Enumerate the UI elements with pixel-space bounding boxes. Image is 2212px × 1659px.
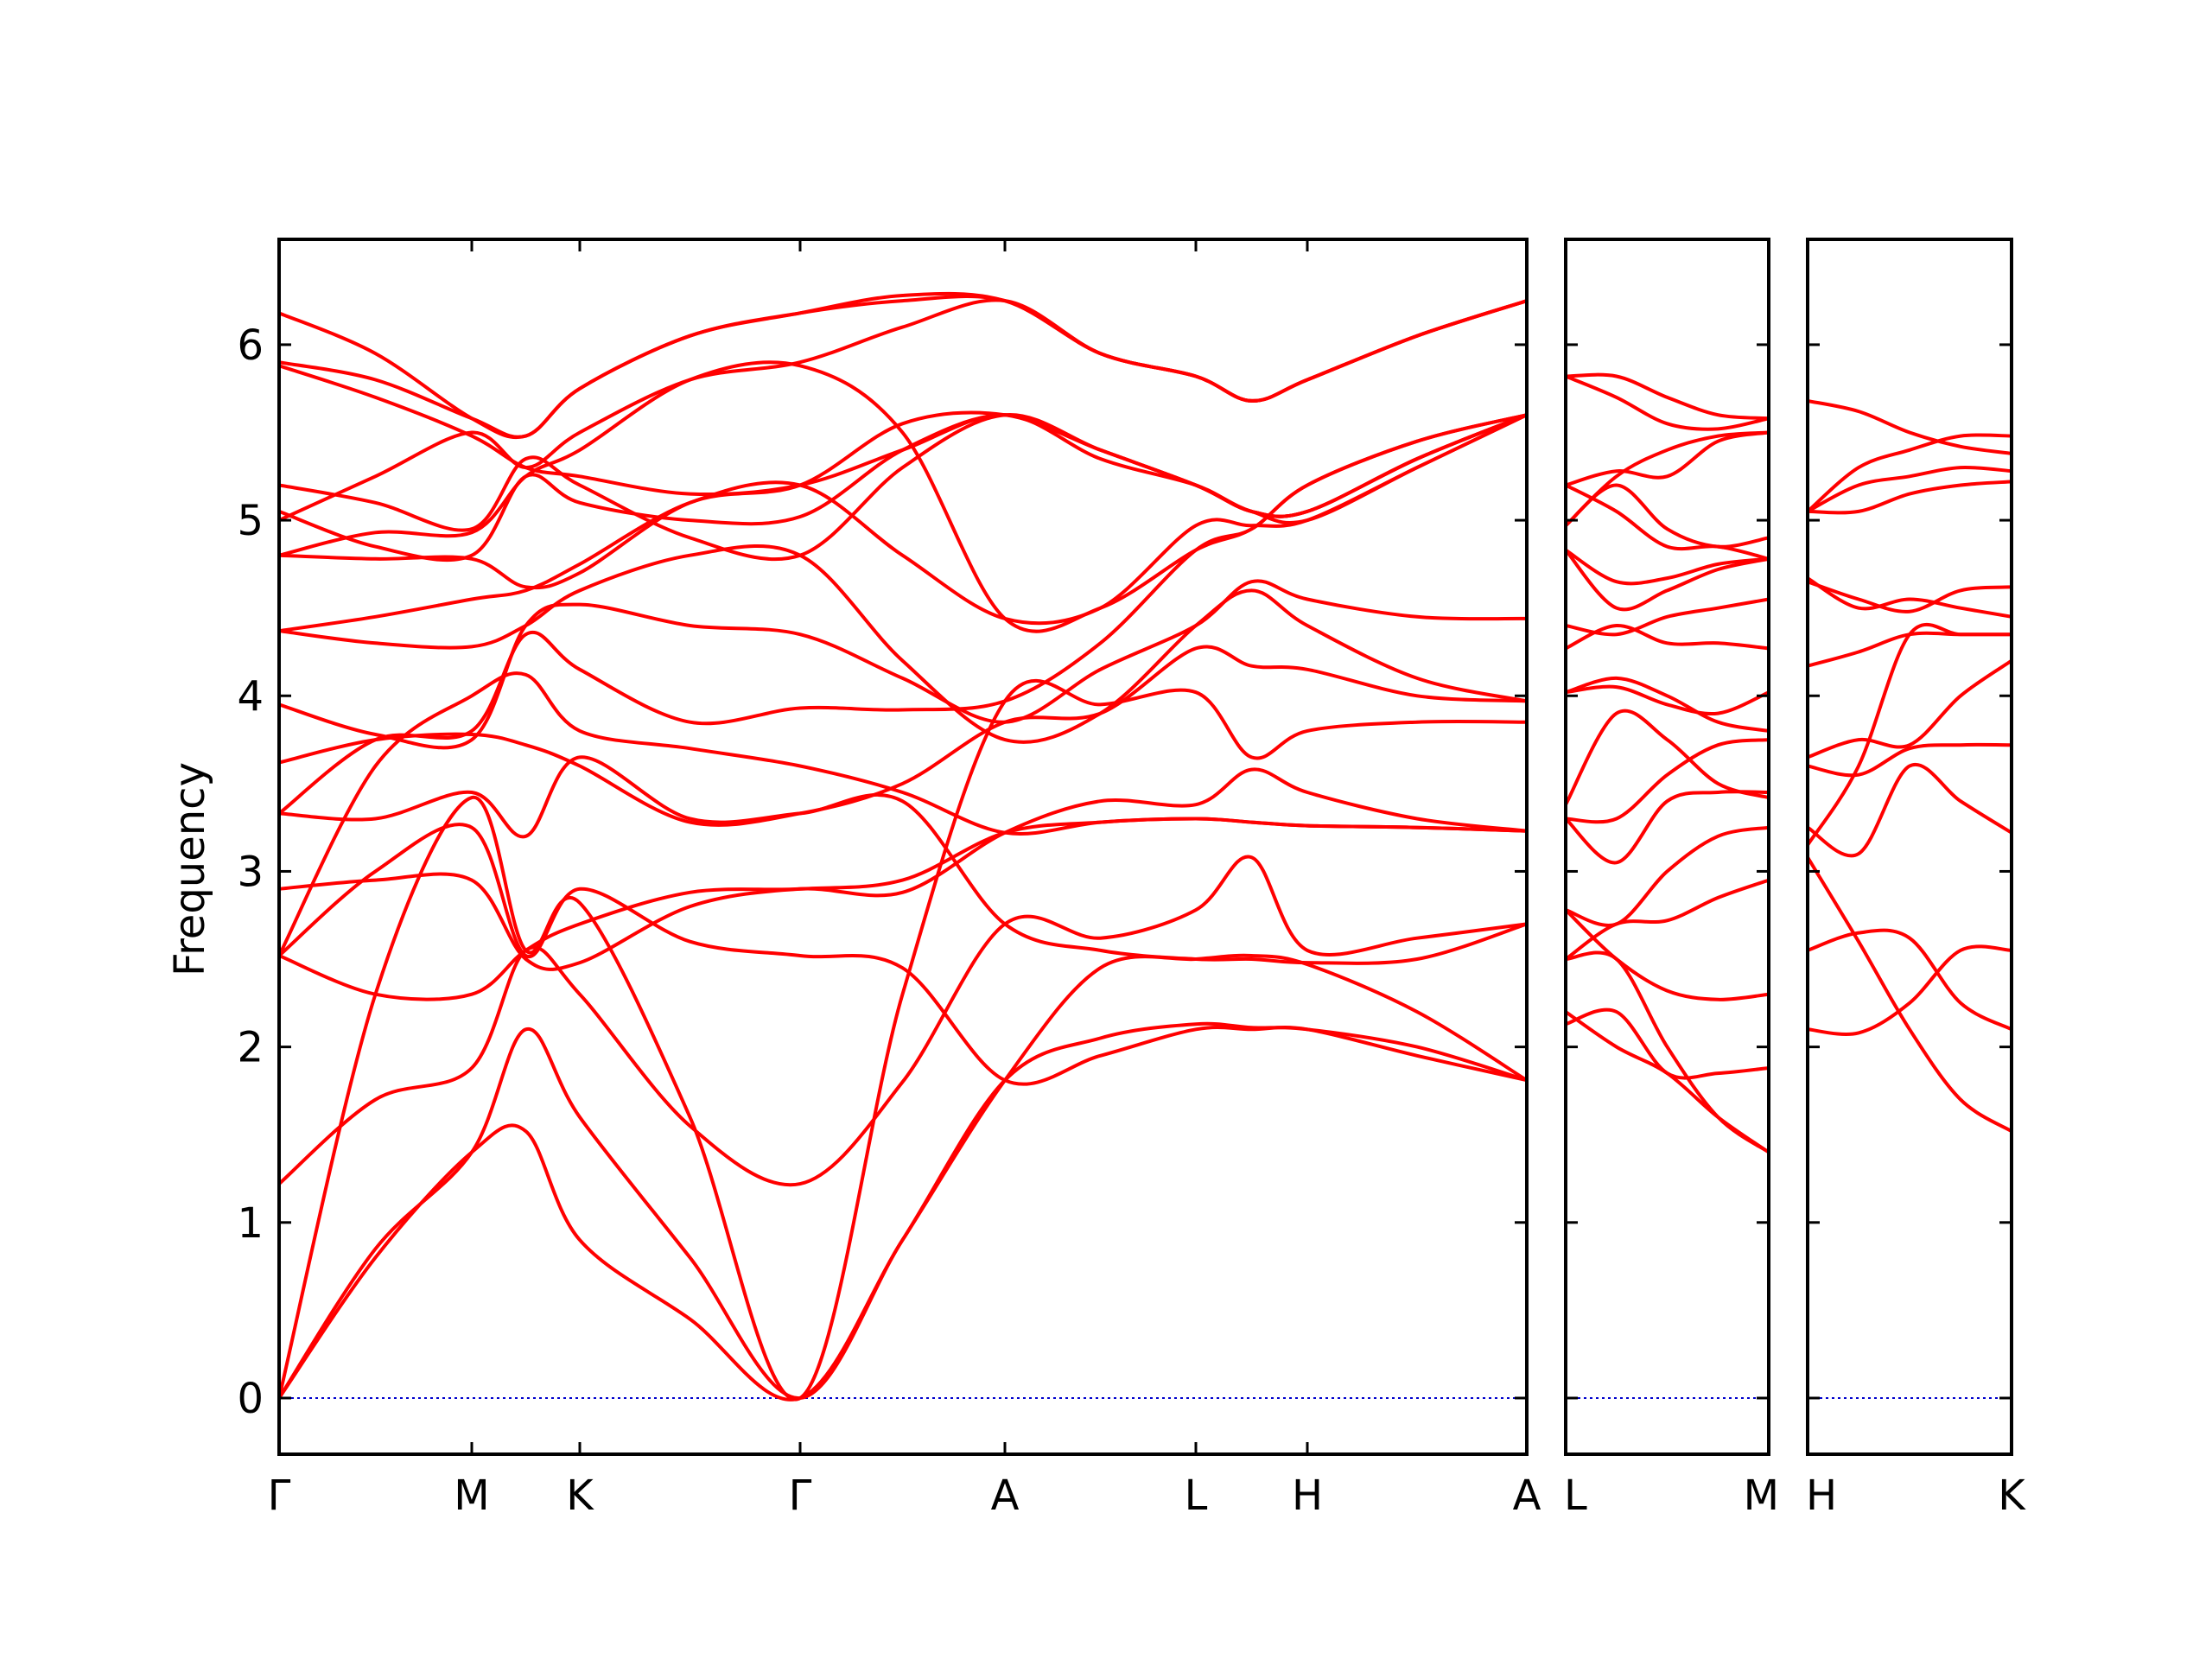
band-group <box>279 291 1527 1402</box>
band-line-9 <box>279 671 1527 957</box>
band-line-13 <box>1808 433 2012 513</box>
band-line-14 <box>1808 398 2012 455</box>
band-line-2 <box>279 953 1527 1401</box>
band-line-3 <box>279 855 1527 1187</box>
band-line-13 <box>1566 597 1769 637</box>
band-line-4 <box>279 679 1527 1402</box>
y-tick-label: 4 <box>237 672 264 721</box>
band-line-6 <box>279 767 1527 971</box>
band-line-1 <box>1808 944 2012 1036</box>
y-axis-label: Frequency <box>166 762 214 976</box>
band-line-8 <box>1808 631 2012 668</box>
band-line-19 <box>279 364 1527 518</box>
band-line-3 <box>1566 950 1769 1154</box>
x-tick-label: M <box>454 1471 489 1520</box>
band-line-10 <box>1566 676 1769 733</box>
band-line-2 <box>1566 1010 1769 1154</box>
panel-frame <box>1564 238 1770 1456</box>
band-line-12 <box>1566 623 1769 651</box>
band-line-7 <box>1808 658 2012 760</box>
y-tick-label: 3 <box>237 848 264 896</box>
x-tick-label: L <box>1564 1471 1587 1520</box>
y-tick-label: 6 <box>237 321 264 370</box>
band-line-8 <box>1566 738 1769 824</box>
band-line-21 <box>1566 374 1769 431</box>
y-tick-label: 0 <box>237 1375 264 1423</box>
band-line-11 <box>279 579 1527 750</box>
x-tick-label: H <box>1806 1471 1837 1520</box>
panel-main: 0 1 2 3 4 5 6 Γ M K Γ A L H A <box>237 238 1541 1520</box>
band-line-17 <box>279 413 1527 563</box>
y-tick-label: 1 <box>237 1199 264 1248</box>
band-line-18 <box>1566 430 1769 528</box>
panel-frame <box>277 238 1529 1456</box>
band-line-15 <box>1566 548 1769 586</box>
band-line-20 <box>1566 372 1769 421</box>
panel-frame <box>1806 238 2013 1456</box>
x-tick-label: M <box>1744 1471 1779 1520</box>
x-tick-label: H <box>1292 1471 1323 1520</box>
band-line-14 <box>279 413 1527 633</box>
band-line-15 <box>279 410 1527 590</box>
band-line-16 <box>279 360 1527 633</box>
band-line-12 <box>279 413 1527 816</box>
band-line-13 <box>279 543 1527 744</box>
band-line-4 <box>1566 908 1769 1001</box>
band-line-18 <box>279 413 1527 562</box>
x-tick-label: Γ <box>268 1471 291 1520</box>
band-line-9 <box>1566 709 1769 807</box>
y-tick-label: 2 <box>237 1024 264 1072</box>
x-tick-label: L <box>1185 1471 1208 1520</box>
band-line-2 <box>1808 928 2012 1032</box>
band-line-5 <box>1566 878 1769 961</box>
band-line-6 <box>1566 825 1769 927</box>
band-line-6 <box>1808 742 2012 778</box>
band-line-11 <box>1808 480 2012 515</box>
x-tick-label: A <box>991 1471 1020 1520</box>
band-line-8 <box>279 755 1527 965</box>
band-line-7 <box>1566 790 1769 865</box>
band-line-3 <box>1808 855 2012 1134</box>
band-line-12 <box>1808 465 2012 513</box>
band-group <box>1808 398 2012 1134</box>
x-tick-label: K <box>1998 1471 2026 1520</box>
x-tick-label: A <box>1513 1471 1541 1520</box>
band-line-4 <box>1808 762 2012 858</box>
band-line-17 <box>1566 483 1769 561</box>
band-line-19 <box>1566 430 1769 487</box>
band-line-11 <box>1566 684 1769 716</box>
band-line-9 <box>1808 580 2012 613</box>
y-tick-label: 5 <box>237 497 264 545</box>
band-line-10 <box>279 645 1527 827</box>
x-tick-label: Γ <box>789 1471 812 1520</box>
band-line-22 <box>279 291 1527 440</box>
x-tick-label: K <box>566 1471 594 1520</box>
band-line-5 <box>279 817 1527 1001</box>
band-line-7 <box>279 823 1527 1086</box>
band-line-20 <box>279 298 1527 523</box>
band-group <box>1566 372 1769 1154</box>
band-line-14 <box>1566 548 1769 612</box>
band-line-10 <box>1808 576 2012 619</box>
